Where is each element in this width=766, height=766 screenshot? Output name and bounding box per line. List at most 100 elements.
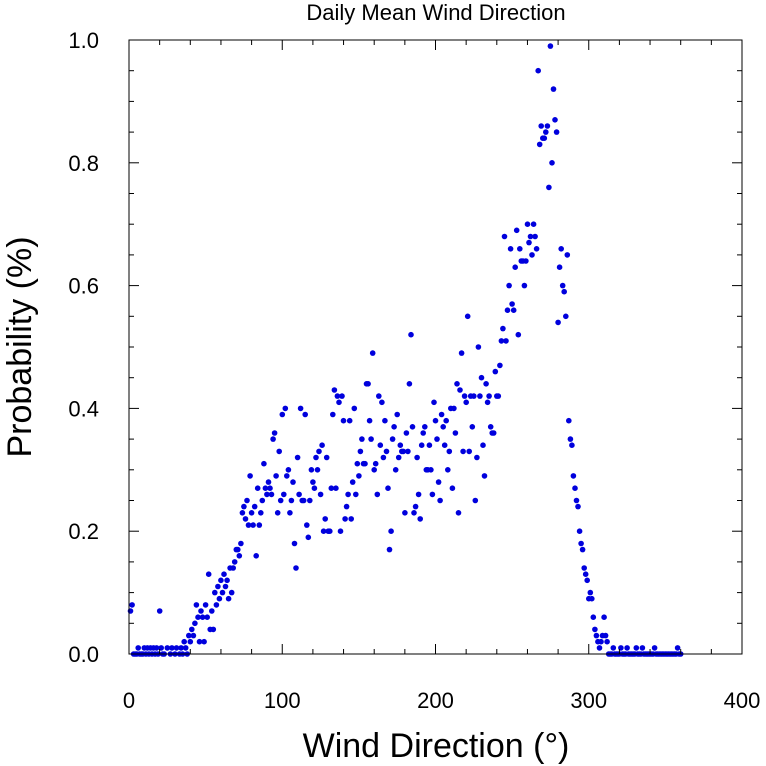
data-point bbox=[582, 571, 589, 577]
data-point bbox=[517, 246, 523, 252]
data-point bbox=[507, 246, 514, 252]
data-point bbox=[422, 424, 428, 430]
data-point bbox=[452, 430, 459, 436]
data-point bbox=[238, 540, 244, 547]
data-point bbox=[408, 331, 414, 338]
data-point bbox=[250, 522, 256, 528]
data-point bbox=[432, 417, 439, 424]
data-point bbox=[472, 497, 479, 504]
data-point bbox=[210, 626, 217, 633]
data-point bbox=[575, 503, 581, 510]
data-point bbox=[561, 288, 567, 295]
data-point bbox=[572, 485, 578, 492]
data-point bbox=[199, 614, 206, 620]
data-point bbox=[365, 381, 371, 387]
data-point bbox=[383, 448, 390, 455]
data-point bbox=[392, 467, 399, 473]
data-point bbox=[549, 160, 555, 166]
data-point bbox=[205, 571, 212, 577]
data-point bbox=[382, 417, 388, 424]
data-point bbox=[553, 129, 560, 135]
data-point bbox=[284, 473, 290, 479]
data-point bbox=[186, 632, 192, 639]
data-point bbox=[182, 645, 189, 651]
data-point bbox=[297, 405, 304, 412]
data-point bbox=[310, 479, 316, 485]
data-point bbox=[385, 485, 391, 492]
plot-frame bbox=[128, 39, 743, 655]
y-tick-label: 0.2 bbox=[68, 519, 99, 544]
data-point bbox=[556, 264, 563, 271]
data-point bbox=[624, 645, 630, 651]
data-point bbox=[567, 436, 574, 442]
data-point bbox=[336, 399, 342, 406]
data-point bbox=[371, 467, 378, 473]
data-point bbox=[235, 546, 241, 553]
data-point bbox=[267, 485, 273, 492]
data-point bbox=[386, 546, 393, 553]
data-point bbox=[469, 424, 476, 430]
data-point bbox=[340, 417, 347, 424]
data-point bbox=[236, 553, 243, 559]
data-point bbox=[258, 510, 264, 516]
x-tick-label: 300 bbox=[570, 688, 607, 713]
data-point bbox=[330, 411, 336, 418]
data-point bbox=[466, 448, 473, 455]
data-point bbox=[231, 559, 238, 565]
data-point bbox=[351, 405, 358, 412]
data-point bbox=[225, 595, 232, 602]
data-point bbox=[417, 516, 424, 522]
data-point bbox=[415, 491, 422, 498]
data-point bbox=[563, 313, 569, 320]
data-point bbox=[316, 448, 322, 455]
data-point bbox=[276, 448, 283, 455]
data-point bbox=[512, 264, 518, 271]
data-point bbox=[294, 454, 301, 461]
data-point bbox=[504, 307, 511, 314]
data-point bbox=[187, 638, 194, 645]
data-point bbox=[587, 589, 594, 596]
data-point bbox=[446, 448, 453, 455]
data-point bbox=[478, 374, 485, 381]
data-point bbox=[156, 608, 163, 614]
data-point bbox=[322, 516, 329, 522]
data-point bbox=[135, 645, 141, 651]
data-point bbox=[242, 516, 249, 522]
data-point bbox=[279, 411, 286, 418]
data-point bbox=[533, 246, 540, 252]
data-point bbox=[349, 479, 356, 485]
data-point bbox=[414, 454, 420, 461]
data-point bbox=[290, 479, 296, 485]
data-point bbox=[346, 417, 353, 424]
data-point bbox=[633, 645, 640, 651]
data-point bbox=[304, 522, 310, 528]
data-point bbox=[584, 577, 590, 584]
data-point bbox=[463, 399, 470, 406]
data-point bbox=[570, 473, 577, 479]
data-point bbox=[366, 417, 373, 424]
data-point bbox=[510, 307, 517, 314]
data-point bbox=[460, 448, 466, 455]
data-point bbox=[209, 608, 215, 614]
data-point bbox=[193, 602, 200, 608]
data-point bbox=[251, 503, 258, 510]
data-point bbox=[129, 602, 135, 608]
data-point bbox=[287, 510, 293, 516]
data-point bbox=[256, 522, 263, 528]
data-point bbox=[372, 460, 379, 467]
data-point bbox=[506, 282, 512, 289]
data-point bbox=[589, 595, 595, 602]
data-point bbox=[486, 393, 492, 399]
data-point bbox=[356, 473, 362, 479]
data-point bbox=[319, 442, 325, 449]
data-point bbox=[481, 473, 488, 479]
data-point bbox=[270, 436, 276, 442]
data-point bbox=[513, 227, 520, 234]
data-point bbox=[291, 540, 298, 547]
data-point bbox=[314, 467, 321, 473]
data-point bbox=[362, 460, 368, 467]
data-point bbox=[471, 393, 477, 399]
data-point bbox=[216, 595, 223, 602]
data-point bbox=[579, 546, 586, 553]
data-point bbox=[435, 479, 442, 485]
